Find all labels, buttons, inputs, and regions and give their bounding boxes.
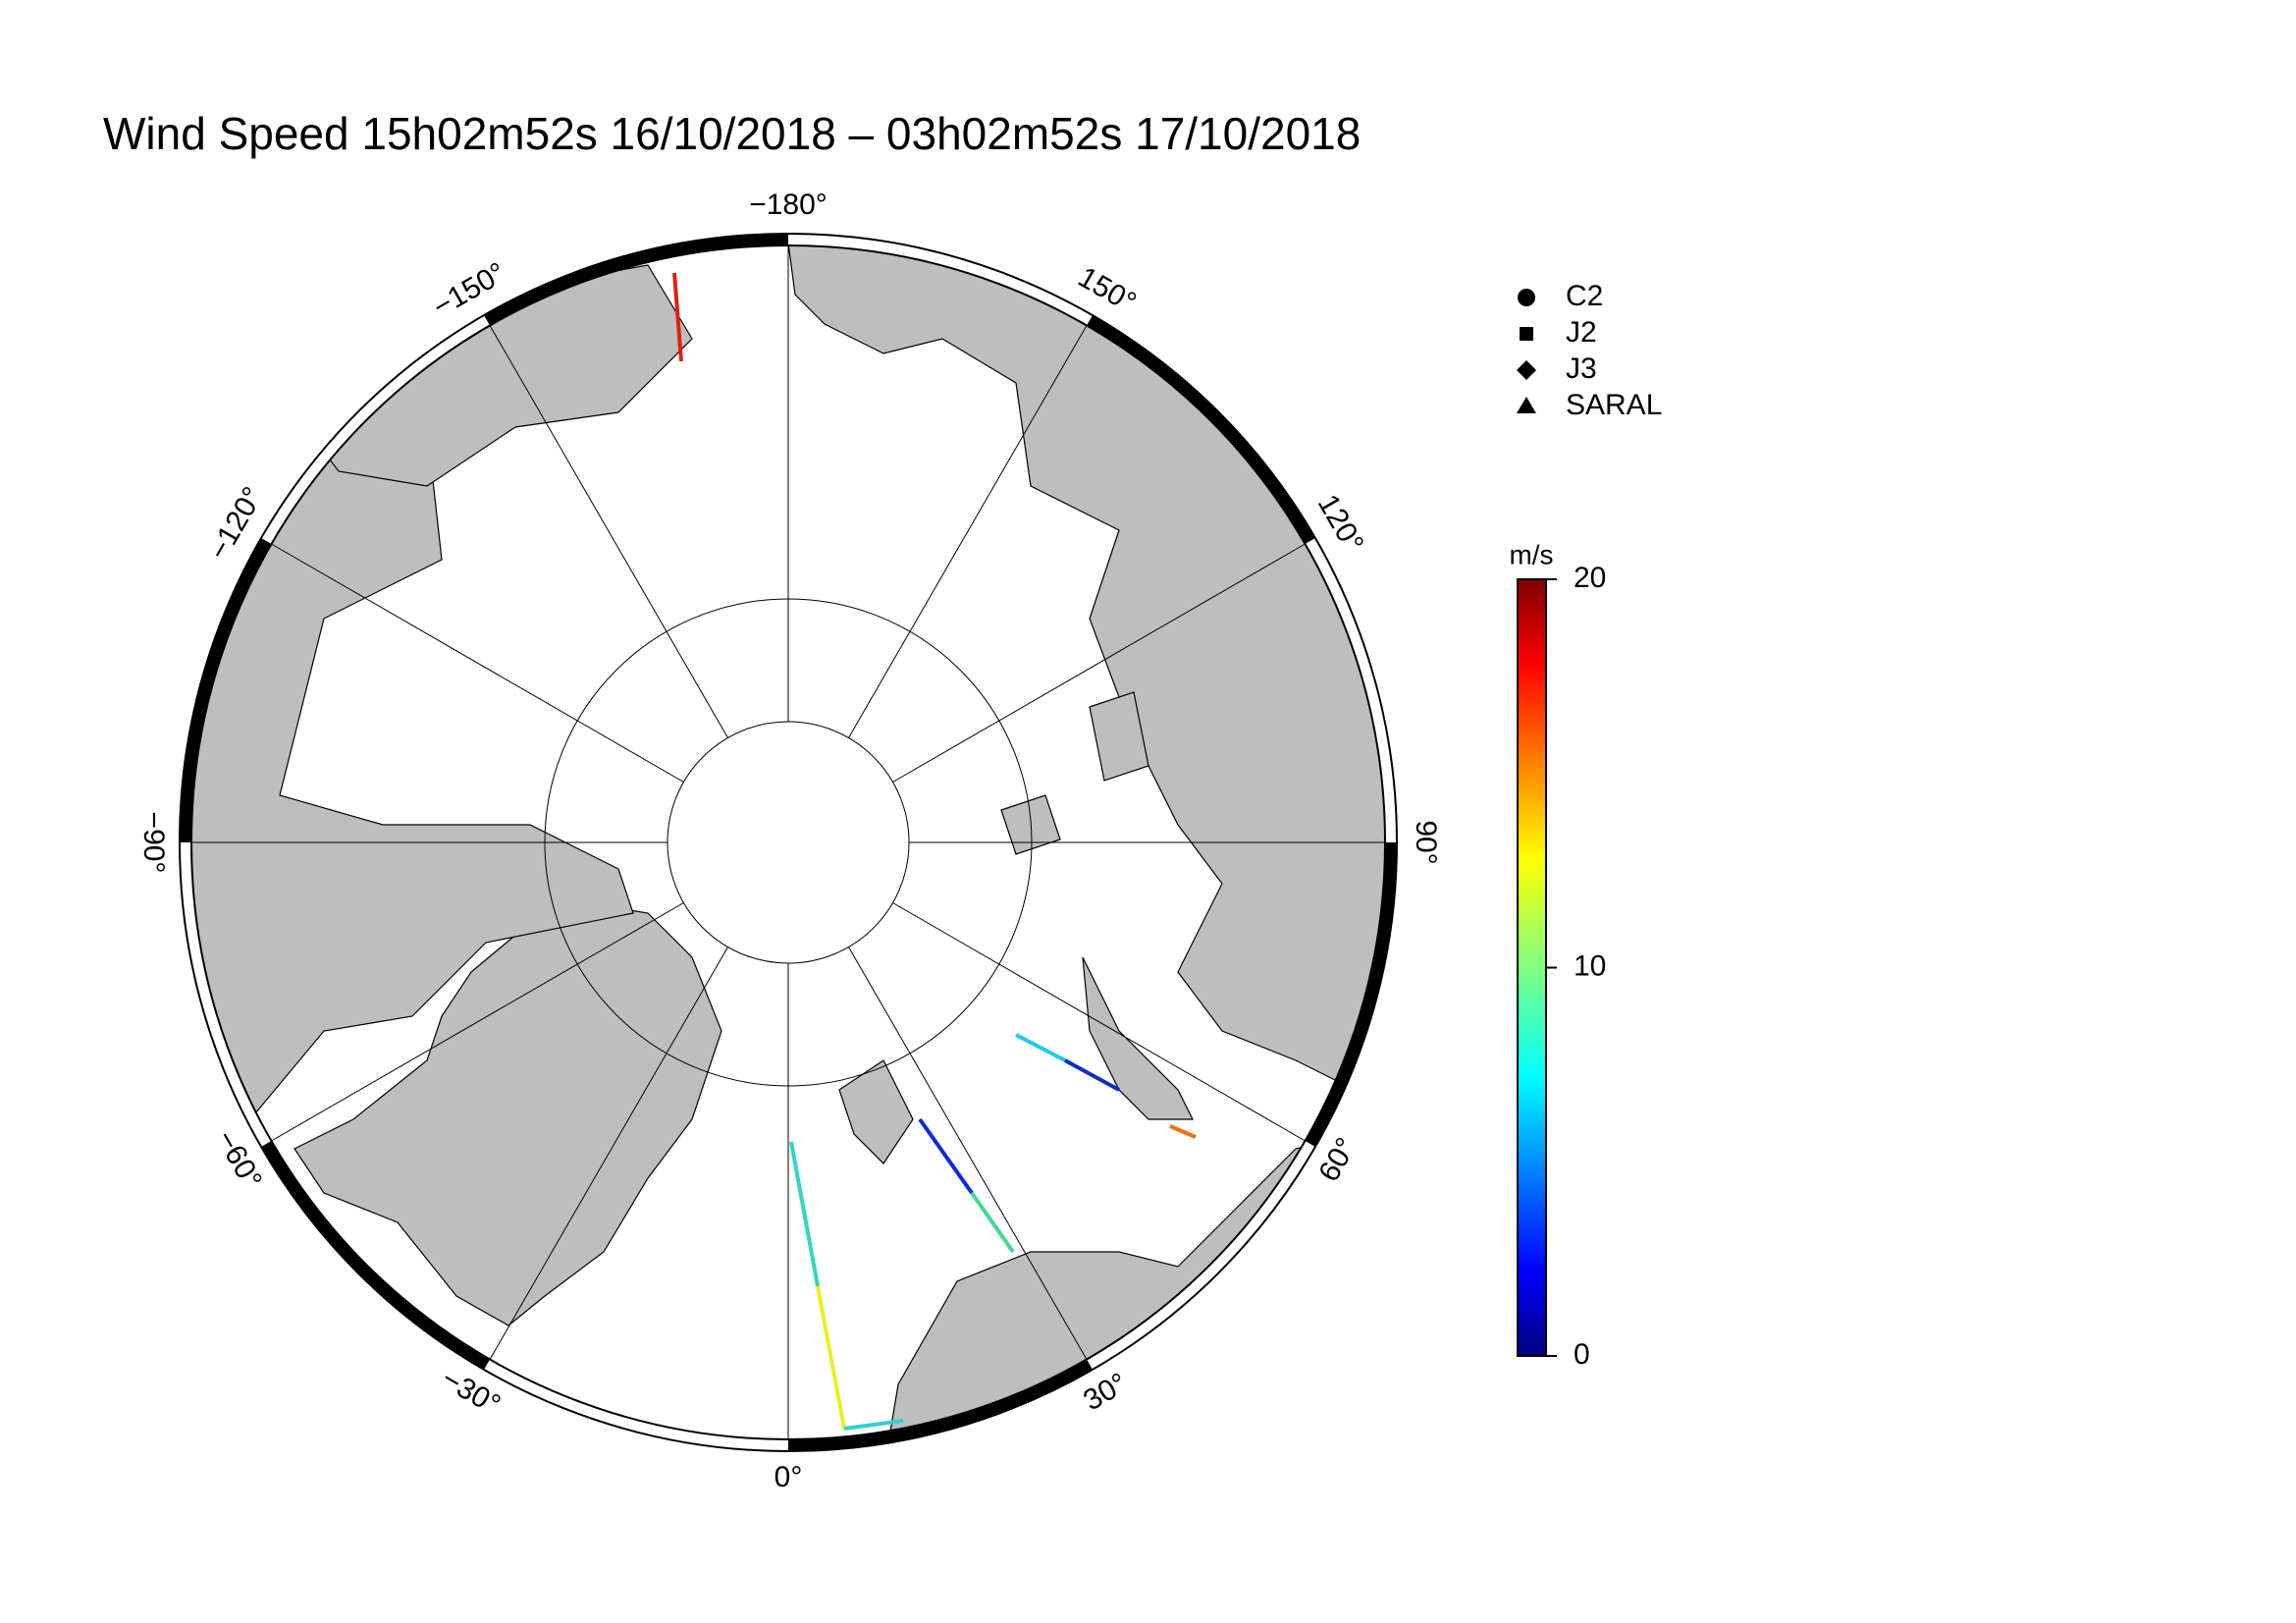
frame-segment [787,1359,1093,1451]
legend-label: SARAL [1566,389,1662,421]
track [789,1141,820,1287]
map-title: Wind Speed 15h02m52s 16/10/2018 – 03h02m… [103,108,1361,159]
meridian [892,543,1306,783]
meridian [489,947,728,1360]
track [816,1285,846,1430]
legend-label: J3 [1566,352,1597,385]
meridian [892,902,1306,1142]
colorbar-unit: m/s [1509,539,1553,569]
colorbar-ramp [1517,578,1547,1357]
longitude-label: −180° [749,189,828,221]
track [970,1191,1015,1254]
longitude-label: −60° [209,1125,268,1195]
colorbar-tick-label: 0 [1574,1338,1590,1371]
canada [191,426,634,1180]
longitude-label: 60° [1312,1132,1362,1187]
legend-marker [1517,360,1536,380]
track [843,1419,904,1431]
colorbar-tick-label: 10 [1574,949,1606,982]
frame-segment [484,234,789,326]
meridian [271,543,684,783]
longitude-label: −30° [436,1363,506,1422]
track [918,1117,974,1195]
wind-tracks [672,272,1197,1431]
map-frame [179,233,1398,1452]
legend: C2 J2 J3 SARAL [1517,280,1662,421]
frame-segment [261,1140,491,1370]
frame-segment [1305,841,1397,1147]
colorbar: m/s 0 10 20 [1509,539,1606,1371]
novaya-zemlya [1082,956,1194,1120]
legend-marker [1520,327,1533,341]
frame-segment [180,538,272,843]
colorbar-tick-label: 20 [1574,562,1606,594]
track [1169,1124,1197,1139]
frame-segment [1086,315,1315,545]
track [672,272,683,362]
svalbard [838,1059,914,1164]
severnaya [1089,691,1149,782]
longitude-label: −90° [137,812,170,874]
longitude-label: 90° [1410,820,1442,864]
legend-marker [1517,397,1536,413]
graticule [191,245,1385,1439]
legend-marker [1518,289,1535,306]
greenland [294,897,722,1326]
meridian [489,325,728,738]
track [1015,1033,1066,1062]
longitude-label: 0° [774,1461,803,1493]
legend-label: J2 [1566,316,1597,349]
track [1064,1058,1120,1092]
legend-label: C2 [1566,280,1603,312]
meridian [848,947,1088,1360]
meridian [848,325,1088,738]
meridian [271,902,684,1142]
longitude-label: 30° [1078,1367,1133,1417]
